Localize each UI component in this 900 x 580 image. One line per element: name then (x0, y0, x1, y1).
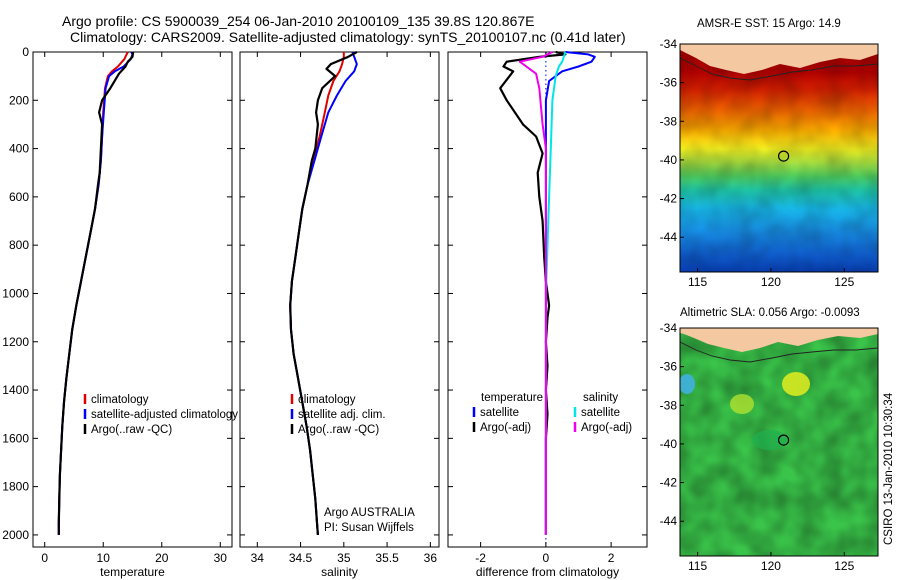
temp-ytick-label: 600 (9, 190, 29, 204)
temp-ytick-label: 1600 (2, 431, 29, 445)
temp-legend-label: satellite-adjusted climatology (91, 409, 238, 421)
map-ytick-label: -38 (660, 398, 678, 412)
map-ytick-label: -36 (660, 360, 678, 374)
map-ytick-label: -34 (660, 321, 678, 335)
temp-series-line-2 (57, 51, 135, 535)
diff-legend-label: Argo(-adj) (581, 422, 632, 434)
sla-map-title: Altimetric SLA: 0.056 Argo: -0.0093 (680, 307, 860, 319)
sst-map-title: AMSR-E SST: 15 Argo: 14.9 (697, 18, 841, 30)
temp-xtick-label: 30 (214, 551, 228, 565)
temp-xtick-label: 20 (155, 551, 169, 565)
temp-legend-label: Argo(..raw -QC) (91, 424, 172, 436)
sal-xaxis-label: salinity (321, 565, 358, 579)
map-ytick-label: -44 (660, 230, 678, 244)
temperature-profile-panel: 0 10 20 30 0 200 400 600 800 1000 1200 1400 1600 1800… (2, 45, 238, 579)
figure-title-line2: Climatology: CARS2009. Satellite-adjuste… (70, 29, 626, 45)
diff-xtick-label: 2 (608, 551, 615, 565)
sla-high-anomaly (782, 372, 810, 396)
map-ytick-label: -42 (660, 192, 678, 206)
map-ytick-label: -40 (660, 437, 678, 451)
temp-ytick-label: 1800 (2, 480, 29, 494)
diff-series-line-2 (544, 51, 567, 535)
figure-title-line1: Argo profile: CS 5900039_254 06-Jan-2010… (62, 13, 535, 29)
diff-series-line-3 (518, 51, 553, 535)
diff-legend-label: satellite (480, 407, 519, 419)
diff-xtick-label: 0 (543, 551, 550, 565)
salinity-profile-panel: 34 34.5 35 35.5 36 salinity climatology satelli… (239, 51, 440, 579)
temp-ytick-label: 200 (9, 93, 29, 107)
diff-series-line-0 (544, 51, 596, 535)
temp-legend-label: climatology (91, 394, 149, 406)
temp-xtick-label: 10 (97, 551, 111, 565)
map-ytick-label: -38 (660, 114, 678, 128)
temp-xaxis-label: temperature (100, 565, 165, 579)
sla-shelf-contour (680, 341, 878, 363)
diff-legend-label: satellite (581, 407, 620, 419)
diff-legend-label: Argo(-adj) (480, 422, 531, 434)
sst-map-panel: AMSR-E SST: 15 Argo: 14.9 115 120 125 -34 -3… (660, 18, 879, 289)
map-xtick-label: 125 (834, 559, 854, 573)
sal-axes-frame (239, 51, 440, 548)
sal-legend-label: Argo(..raw -QC) (298, 424, 379, 436)
sal-xtick-label: 34 (251, 551, 265, 565)
temp-ytick-label: 400 (9, 142, 29, 156)
sal-series-line-2 (289, 51, 358, 535)
temp-ytick-label: 1000 (2, 286, 29, 300)
sst-shelf-contour (680, 57, 878, 81)
map-ytick-label: -42 (660, 476, 678, 490)
temp-axes-frame (32, 51, 233, 548)
sal-annotation-line: PI: Susan Wijffels (324, 522, 414, 534)
sal-legend-label: climatology (298, 394, 356, 406)
sal-annotation-line: Argo AUSTRALIA (324, 507, 415, 519)
map-ytick-label: -36 (660, 76, 678, 90)
sla-argo-marker (777, 434, 790, 446)
temp-xtick-label: 0 (41, 551, 48, 565)
sla-low-anomaly-2 (752, 430, 788, 450)
sal-xtick-label: 35 (337, 551, 351, 565)
map-ytick-label: -44 (660, 514, 678, 528)
diff-xtick-label: -2 (475, 551, 486, 565)
sal-legend-label: satellite adj. clim. (298, 409, 386, 421)
sst-land (680, 44, 878, 74)
sla-map-panel: Altimetric SLA: 0.056 Argo: -0.0093 115 1… (660, 307, 879, 573)
temp-ytick-label: 2000 (2, 528, 29, 542)
diff-xaxis-label: difference from climatology (476, 565, 619, 579)
sst-map-frame (679, 43, 879, 273)
sal-xtick-label: 34.5 (289, 551, 313, 565)
sla-high-anomaly-2 (730, 394, 754, 414)
map-xtick-label: 120 (761, 275, 781, 289)
map-xtick-label: 115 (688, 559, 707, 573)
sla-land (680, 328, 878, 352)
sal-xtick-label: 35.5 (375, 551, 399, 565)
temp-ytick-label: 800 (9, 238, 29, 252)
sal-xtick-label: 36 (424, 551, 438, 565)
map-xtick-label: 115 (688, 275, 707, 289)
sst-argo-marker (777, 150, 790, 162)
map-xtick-label: 125 (834, 275, 854, 289)
map-ytick-label: -34 (660, 37, 678, 51)
map-xtick-label: 120 (761, 559, 781, 573)
temp-ytick-label: 1200 (2, 335, 29, 349)
diff-legend-header-temperature: temperature (481, 392, 543, 404)
temp-ytick-label: 0 (22, 45, 29, 59)
diff-legend-header-salinity: salinity (583, 392, 618, 404)
sla-map-frame (679, 327, 879, 557)
sla-low-anomaly (680, 374, 695, 394)
map-ytick-label: -40 (660, 153, 678, 167)
temp-ytick-label: 1400 (2, 383, 29, 397)
csiro-timestamp-label: CSIRO 13-Jan-2010 10:30:34 (883, 392, 895, 545)
